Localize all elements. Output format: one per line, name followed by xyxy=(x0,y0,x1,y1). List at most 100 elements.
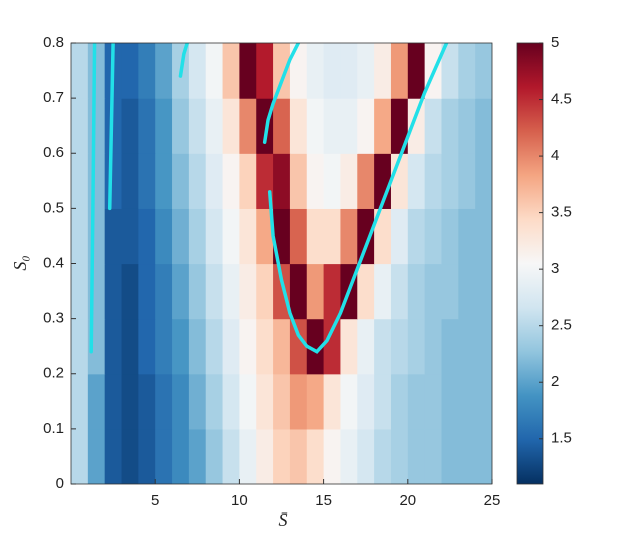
cell xyxy=(441,263,459,320)
cell xyxy=(256,373,274,430)
cell xyxy=(390,428,409,484)
cell xyxy=(121,98,139,154)
cell xyxy=(239,43,257,99)
cell xyxy=(121,263,139,320)
cell xyxy=(306,98,325,154)
cell xyxy=(239,263,257,320)
curve xyxy=(107,43,115,211)
cell xyxy=(205,98,224,154)
x-tick-label: 5 xyxy=(151,492,159,509)
colorbar-tick-label: 3.5 xyxy=(551,204,572,221)
cell xyxy=(407,153,426,209)
cell xyxy=(104,318,123,375)
cell xyxy=(289,153,308,209)
cell xyxy=(323,428,342,484)
cell xyxy=(475,153,492,209)
cell xyxy=(138,98,156,154)
cell xyxy=(205,318,224,375)
cell xyxy=(289,263,308,320)
cell xyxy=(441,98,459,154)
cell xyxy=(306,318,325,375)
cell xyxy=(222,43,240,99)
cell xyxy=(71,153,89,209)
cell xyxy=(273,153,291,209)
cell xyxy=(239,318,257,375)
x-tick-label: 15 xyxy=(315,492,332,509)
cell xyxy=(306,153,325,209)
cell xyxy=(256,43,274,99)
cell xyxy=(205,428,224,484)
cell xyxy=(340,208,358,265)
cell xyxy=(71,208,89,265)
cell xyxy=(222,153,240,209)
cell xyxy=(289,43,308,99)
cell xyxy=(172,428,190,484)
cell xyxy=(357,43,375,99)
cell xyxy=(441,318,459,375)
cell xyxy=(87,153,106,209)
cell xyxy=(323,98,342,154)
cell xyxy=(306,373,325,430)
colorbar-tick-label: 4.5 xyxy=(551,91,572,108)
y-tick-label: 0.7 xyxy=(43,89,64,106)
cell xyxy=(87,43,106,99)
cell xyxy=(172,98,190,154)
cell xyxy=(121,428,139,484)
cell xyxy=(289,373,308,430)
cell xyxy=(121,373,139,430)
cell xyxy=(87,428,106,484)
y-axis-label: S₀ xyxy=(10,255,30,270)
cell xyxy=(323,373,342,430)
cell xyxy=(340,373,358,430)
cell xyxy=(458,318,476,375)
cell xyxy=(458,98,476,154)
colorbar-tick-label: 1.5 xyxy=(551,430,572,447)
cell xyxy=(357,153,375,209)
cell xyxy=(104,428,123,484)
cell xyxy=(390,263,409,320)
cell xyxy=(138,208,156,265)
cell xyxy=(138,428,156,484)
cell xyxy=(458,153,476,209)
cell xyxy=(155,373,173,430)
cell xyxy=(475,208,492,265)
cell xyxy=(222,318,240,375)
cell xyxy=(475,43,492,99)
cell xyxy=(71,43,89,99)
cell xyxy=(239,153,257,209)
cell xyxy=(289,98,308,154)
colorbar-tick-label: 3 xyxy=(551,260,559,277)
cell xyxy=(424,428,443,484)
cell xyxy=(121,153,139,209)
colorbar-tick-label: 5 xyxy=(551,34,559,51)
cell xyxy=(239,428,257,484)
cell xyxy=(222,263,240,320)
cell xyxy=(390,373,409,430)
cell xyxy=(188,373,207,430)
cell xyxy=(340,428,358,484)
cell xyxy=(458,428,476,484)
cell xyxy=(374,208,392,265)
cell xyxy=(390,318,409,375)
cell xyxy=(172,263,190,320)
y-tick-label: 0.4 xyxy=(43,254,64,271)
curve xyxy=(267,43,449,354)
cell xyxy=(104,153,123,209)
cell xyxy=(357,98,375,154)
cell xyxy=(222,428,240,484)
colorbar-tick-label: 2 xyxy=(551,373,559,390)
cell xyxy=(374,263,392,320)
cell xyxy=(188,318,207,375)
cell xyxy=(273,373,291,430)
cell xyxy=(188,208,207,265)
x-tick-label: 25 xyxy=(484,492,501,509)
y-tick-label: 0.3 xyxy=(43,310,64,327)
y-tick-label: 0.8 xyxy=(43,34,64,51)
cell xyxy=(104,263,123,320)
cell xyxy=(357,263,375,320)
cell xyxy=(188,98,207,154)
cell xyxy=(121,43,139,99)
x-tick-label: 20 xyxy=(399,492,416,509)
cell xyxy=(306,208,325,265)
